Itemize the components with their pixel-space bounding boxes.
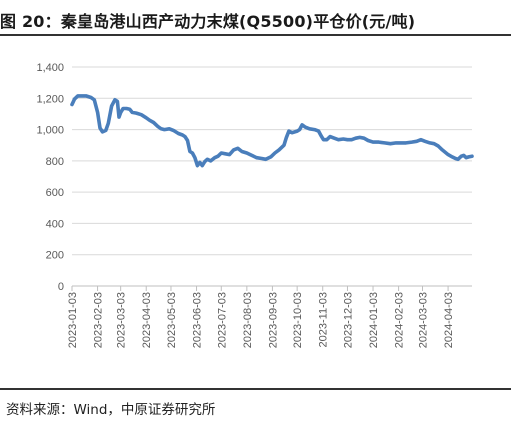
x-tick-label: 2023-04-03 [141,292,153,348]
x-tick-label: 2023-07-03 [216,292,228,348]
y-tick-label: 1,400 [36,62,64,74]
source-note: 资料来源：Wind，中原证券研究所 [6,402,216,418]
y-tick-label: 800 [46,156,64,168]
chart-title: 图 20：秦皇岛港山西产动力末煤(Q5500)平仓价(元/吨) [0,12,416,31]
x-tick-label: 2023-06-03 [192,292,204,348]
y-tick-label: 1,200 [36,93,64,105]
x-tick-label: 2023-11-03 [318,292,330,347]
x-tick-label: 2024-04-03 [443,292,455,348]
x-tick-label: 2023-09-03 [267,292,279,348]
y-tick-label: 400 [46,218,64,230]
y-tick-label: 1,000 [36,125,64,137]
series-layer [70,94,474,168]
y-tick-label: 600 [46,187,64,199]
x-tick-label: 2023-10-03 [292,292,304,348]
x-axis: 2023-01-03 2023-02-03 2023-03-03 2023-04-03… [67,285,472,348]
x-tick-label: 2023-12-03 [342,292,354,348]
y-tick-label: 0 [58,281,64,293]
title-divider [0,34,511,36]
y-tick-label: 200 [46,250,64,262]
x-tick-label: 2024-03-03 [418,292,430,348]
x-tick-label: 2024-01-03 [368,292,380,348]
gridlines [72,66,472,256]
x-tick-label: 2023-01-03 [67,292,79,348]
y-axis: 0 200 400 600 800 1,000 1,200 1,400 [36,62,64,293]
series-line [70,94,474,168]
source-divider [0,388,511,390]
x-tick-label: 2023-05-03 [166,292,178,348]
x-tick-label: 2024-02-03 [394,292,406,348]
x-tick-label: 2023-02-03 [93,292,105,348]
x-tick-label: 2023-08-03 [242,292,254,348]
x-tick-label: 2023-03-03 [116,292,128,348]
